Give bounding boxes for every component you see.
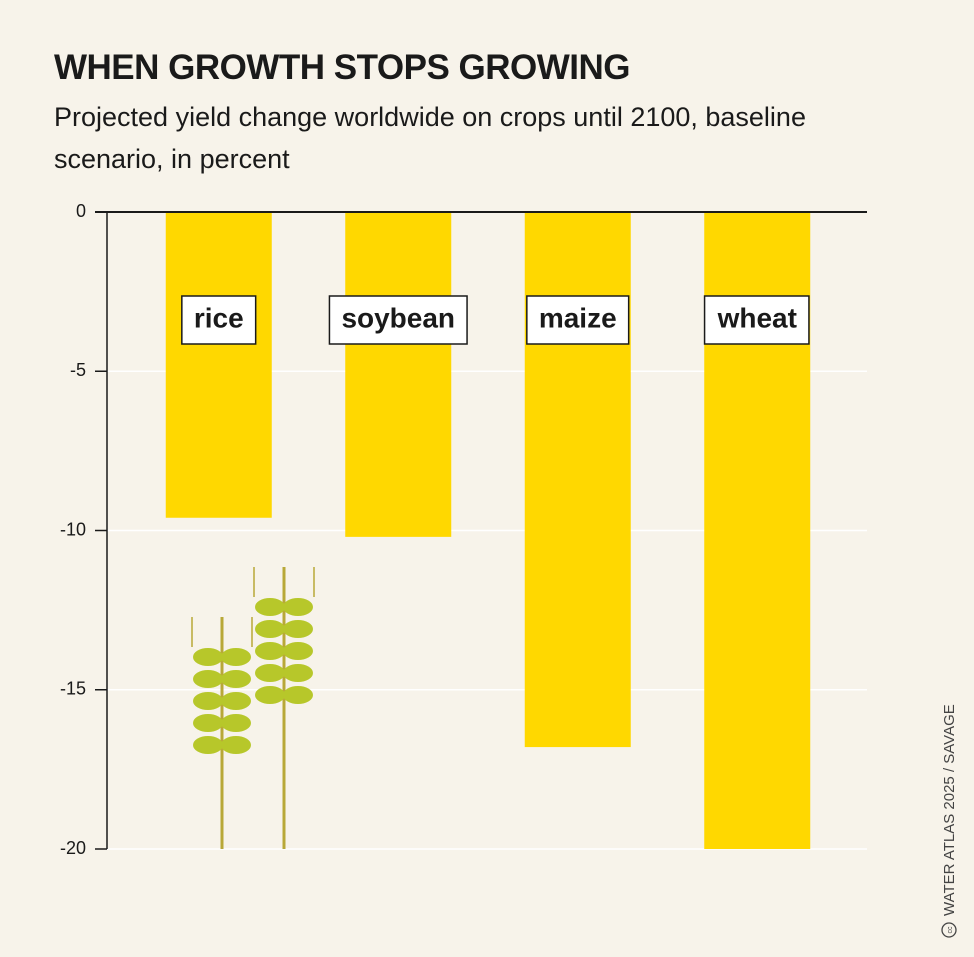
category-label: wheat: [717, 302, 797, 333]
category-label-box: [703, 295, 810, 345]
y-tick-label: -20: [60, 838, 86, 858]
wheat-grain: [193, 692, 223, 710]
category-label-box: [526, 295, 630, 345]
wheat-grain: [255, 664, 285, 682]
wheat-grain: [283, 642, 313, 660]
credit: WATER ATLAS 2025 / SAVAGE: [941, 704, 958, 916]
wheat-grain: [193, 648, 223, 666]
wheat-grain: [193, 736, 223, 754]
wheat-grain: [283, 620, 313, 638]
bar: [165, 212, 272, 518]
category-label-box: [181, 295, 257, 345]
wheat-grain: [283, 598, 313, 616]
chart-title: WHEN GROWTH STOPS GROWING: [54, 48, 631, 87]
y-tick-label: -10: [60, 519, 86, 539]
y-tick-label: -15: [60, 679, 86, 699]
category-label: maize: [539, 302, 617, 333]
bar: [524, 212, 631, 748]
wheat-grain: [283, 686, 313, 704]
wheat-grain: [255, 642, 285, 660]
category-label: soybean: [341, 302, 455, 333]
wheat-grain: [221, 692, 251, 710]
cc-icon: cc: [941, 922, 957, 938]
bar: [345, 212, 452, 537]
category-label-box: [328, 295, 468, 345]
y-tick-label: -5: [70, 360, 86, 380]
wheat-grain: [221, 648, 251, 666]
wheat-grain: [193, 714, 223, 732]
wheat-grain: [283, 664, 313, 682]
wheat-grain: [221, 714, 251, 732]
svg-text:cc: cc: [947, 926, 954, 934]
chart-subtitle: Projected yield change worldwide on crop…: [54, 102, 806, 174]
category-label: rice: [194, 302, 244, 333]
wheat-grain: [193, 670, 223, 688]
wheat-grain: [255, 620, 285, 638]
wheat-grain: [221, 736, 251, 754]
wheat-grain: [255, 686, 285, 704]
y-tick-label: 0: [76, 201, 86, 221]
wheat-grain: [255, 598, 285, 616]
wheat-grain: [221, 670, 251, 688]
